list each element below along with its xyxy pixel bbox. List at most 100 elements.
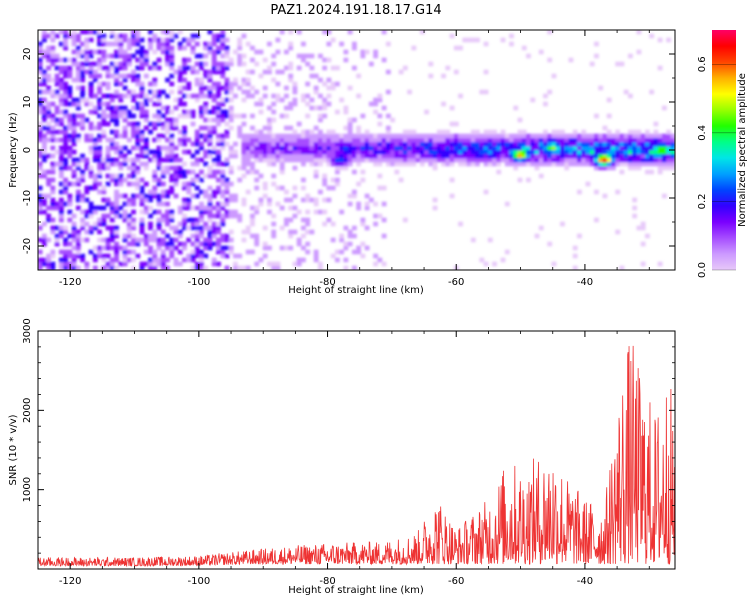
spectrogram-cell: [526, 53, 531, 59]
spectrogram-cell: [296, 153, 302, 159]
spectrogram-cell: [71, 237, 77, 243]
spectrogram-cell: [602, 141, 608, 147]
spectrogram-cell: [92, 145, 98, 151]
spectrogram-cell: [241, 149, 247, 155]
spectrogram-cell: [67, 89, 73, 95]
spectrogram-cell: [373, 253, 379, 259]
spectrogram-cell: [199, 109, 204, 115]
spectrogram-cell: [292, 133, 298, 139]
spectrogram-cell: [627, 145, 633, 151]
spectrogram-cell: [203, 85, 209, 91]
spectrogram-cell: [38, 81, 43, 87]
spectrogram-cell: [462, 149, 468, 155]
spectrogram-cell: [41, 145, 47, 151]
snr-x-label: Height of straight line (km): [288, 585, 424, 596]
spectrogram-cell: [97, 217, 102, 223]
spectrogram-cell: [343, 149, 349, 155]
spectrogram-cell: [182, 69, 187, 75]
spectrogram-cell: [75, 77, 81, 83]
spectrogram-cell: [131, 169, 136, 175]
spectrogram-cell: [88, 133, 94, 139]
spectrogram-cell: [105, 93, 111, 99]
spectrogram-cell: [653, 149, 659, 155]
spectrogram-cell: [216, 49, 221, 55]
spectrogram-cell: [118, 113, 124, 119]
spectrogram-cell: [131, 133, 136, 139]
spectrogram-cell: [38, 205, 43, 211]
spectrogram-cell: [216, 209, 221, 215]
spectrogram-cell: [666, 165, 672, 171]
spectrogram-cell: [199, 229, 204, 235]
spectrogram-cell: [152, 237, 158, 243]
spectrogram-cell: [390, 137, 396, 143]
spectrogram-cell: [619, 61, 625, 67]
spectrogram-cell: [360, 113, 366, 119]
spectrogram-cell: [80, 121, 86, 127]
spectrogram-cell: [118, 81, 124, 87]
spectrogram-cell: [211, 65, 217, 71]
spectrogram-cell: [445, 153, 451, 159]
spectrogram-cell: [135, 181, 141, 187]
spectrogram-cell: [105, 161, 111, 167]
spectrogram-cell: [41, 149, 47, 155]
spectrogram-cell: [581, 149, 587, 155]
spectrogram-cell: [347, 201, 353, 207]
spectrogram-cell: [250, 125, 255, 131]
spectrogram-cell: [38, 261, 43, 267]
spectrogram-cell: [80, 125, 86, 131]
spectrogram-cell: [322, 221, 328, 227]
spectrogram-cell: [228, 89, 234, 95]
spectrogram-cell: [487, 149, 493, 155]
spectrogram-cell: [653, 141, 659, 147]
spectrogram-cell: [224, 237, 230, 243]
spectrogram-cell: [216, 229, 221, 235]
spectrogram-cell: [407, 133, 413, 139]
spectrogram-cell: [199, 209, 204, 215]
spectrogram-cell: [109, 205, 115, 211]
spectrogram-cell: [143, 141, 149, 147]
spectrogram-cell: [368, 137, 374, 143]
spectrogram-cell: [275, 81, 281, 87]
spectrogram-cell: [288, 245, 294, 251]
spectrogram-cell: [71, 49, 77, 55]
spectrogram-cell: [211, 257, 217, 263]
spectrogram-cell: [228, 125, 234, 131]
spectrogram-cell: [109, 245, 115, 251]
spectrogram-cell: [182, 125, 187, 131]
spectrogram-cell: [207, 137, 213, 143]
spectrogram-cell: [186, 41, 192, 47]
spectrogram-cell: [211, 193, 217, 199]
spectrogram-cell: [190, 45, 196, 51]
spectrogram-cell: [50, 161, 56, 167]
spectrogram-cell: [46, 101, 52, 107]
spectrogram-cell: [373, 201, 379, 207]
spectrogram-cell: [258, 49, 264, 55]
spectrogram-cell: [199, 145, 204, 151]
spectrogram-cell: [267, 161, 272, 167]
spectrogram-cell: [122, 49, 128, 55]
spectrogram-cell: [564, 161, 570, 167]
spectrogram-cell: [190, 205, 196, 211]
spectrogram-cell: [330, 161, 336, 167]
spectrogram-cell: [538, 133, 544, 139]
spectrogram-cell: [169, 89, 175, 95]
spectrogram-cell: [513, 137, 519, 143]
spectrogram-cell: [71, 213, 77, 219]
snr-y-label: SNR (10 * v/v): [8, 414, 19, 485]
spectrogram-cell: [585, 161, 591, 167]
spectrogram-cell: [165, 149, 170, 155]
spectrogram-cell: [245, 225, 251, 231]
spectrogram-cell: [173, 225, 179, 231]
spectrogram-cell: [126, 109, 132, 115]
spectrogram-cell: [182, 85, 187, 91]
spectrogram-cell: [517, 133, 523, 139]
spectrogram-cell: [177, 129, 183, 135]
spectrogram-cell: [54, 233, 60, 239]
spectrogram-cell: [385, 141, 391, 147]
spectrogram-cell: [373, 109, 379, 115]
spectrogram-cell: [271, 221, 277, 227]
spectrogram-cell: [313, 85, 319, 91]
spectrogram-cell: [135, 101, 141, 107]
spectrogram-cell: [385, 69, 391, 75]
